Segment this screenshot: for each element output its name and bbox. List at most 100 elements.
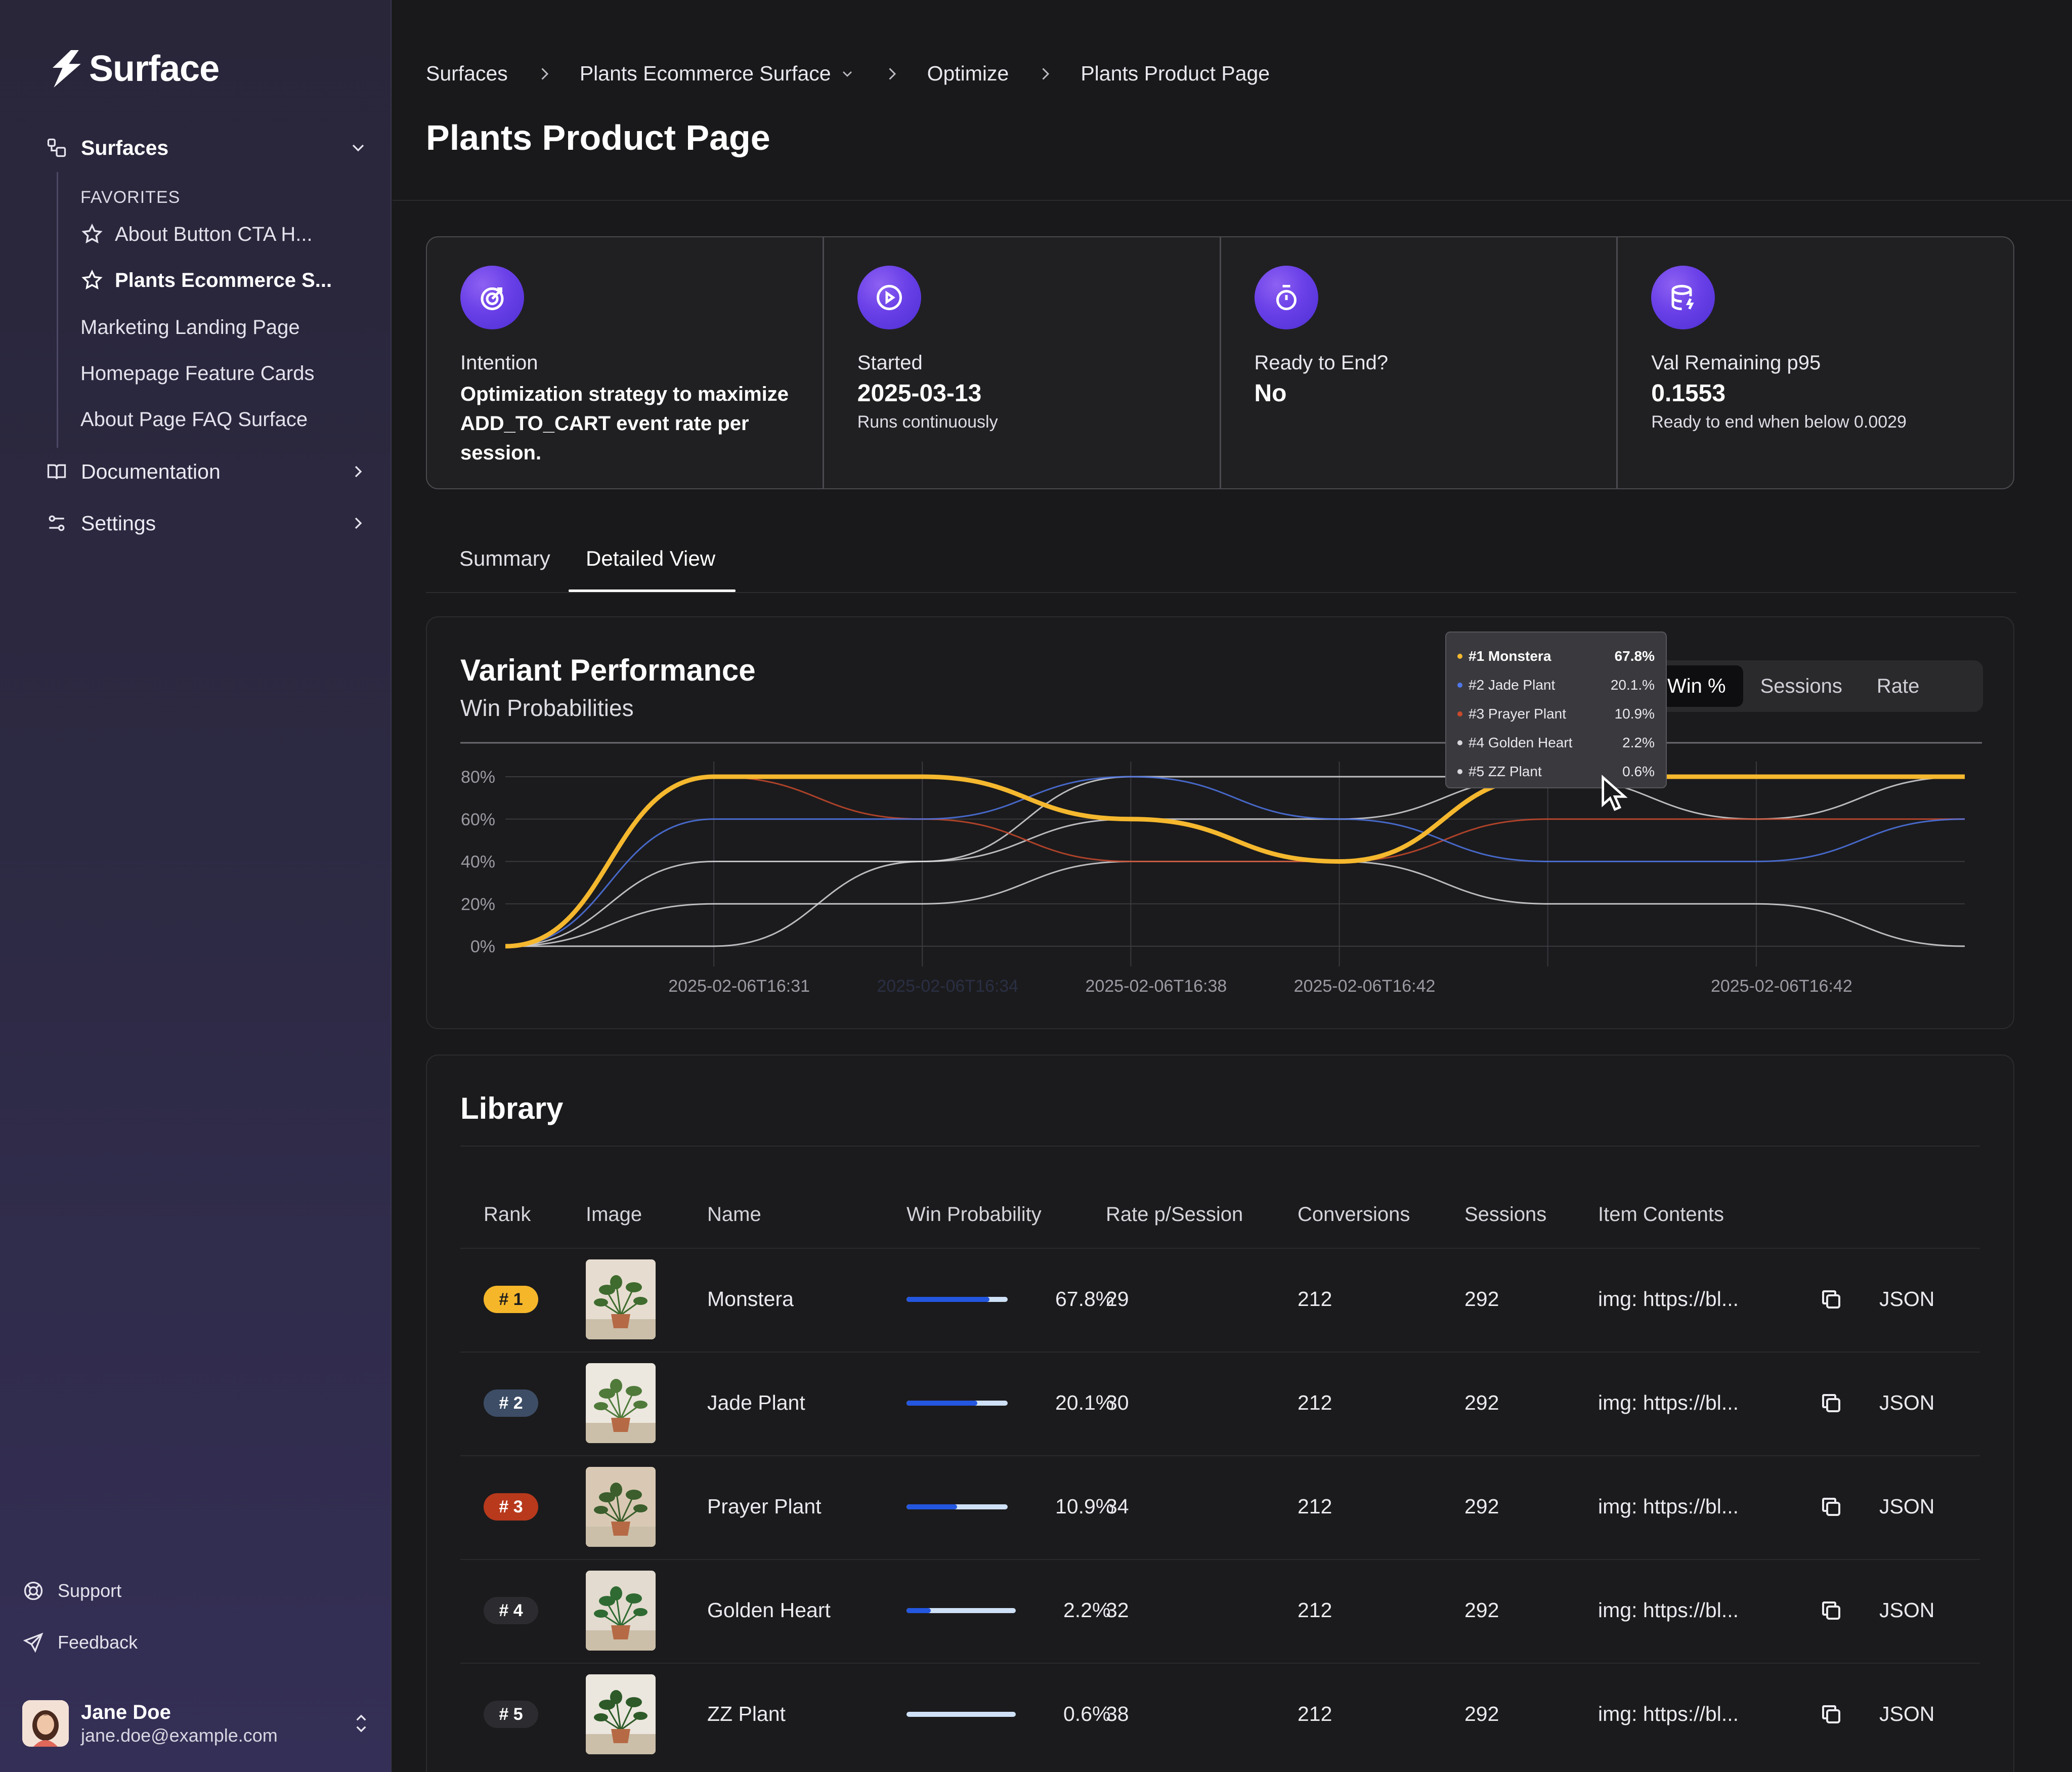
support-label: Support (58, 1580, 122, 1601)
sidebar-item-label: Settings (81, 511, 156, 535)
avatar (22, 1700, 69, 1747)
stat-label: Val Remaining p95 (1651, 352, 1821, 374)
stat-value: 0.1553 (1651, 380, 1726, 407)
toggle-win[interactable]: Win % (1650, 665, 1743, 707)
chevron-up-down-icon[interactable] (351, 1711, 371, 1736)
rate-value: 29 (1106, 1287, 1129, 1311)
win-probability-value: 0.6% (1063, 1702, 1111, 1725)
sidebar-item-marketing[interactable]: Marketing Landing Page (80, 316, 300, 339)
tooltip-row: #5 ZZ Plant 0.6% (1457, 757, 1655, 786)
sidebar-item-about-faq[interactable]: About Page FAQ Surface (80, 408, 308, 431)
sessions-value: 292 (1464, 1598, 1499, 1622)
tab-summary[interactable]: Summary (459, 546, 550, 570)
json-button[interactable]: JSON (1879, 1495, 1935, 1518)
favorite-item[interactable]: About Button CTA H... (80, 223, 313, 246)
chart-metric-toggle: Win % Sessions Rate (1645, 660, 1983, 712)
library-divider (460, 1146, 1980, 1147)
tab-detailed-view[interactable]: Detailed View (586, 546, 716, 570)
win-probability-chart[interactable]: 0% 20% 40% 60% 80% 2025-02-06T16:31 2025-02-06… (427, 617, 2015, 1030)
chevron-down-icon[interactable] (348, 138, 368, 158)
json-button[interactable]: JSON (1879, 1391, 1935, 1414)
toggle-rate[interactable]: Rate (1876, 674, 1920, 697)
sessions-value: 292 (1464, 1287, 1499, 1311)
plant-image (586, 1259, 656, 1339)
timer-icon (1254, 266, 1318, 329)
sessions-value: 292 (1464, 1391, 1499, 1414)
copy-icon[interactable] (1819, 1702, 1843, 1726)
plant-name: Jade Plant (707, 1391, 805, 1414)
tooltip-value: 0.6% (1622, 763, 1655, 779)
column-header-name[interactable]: Name (707, 1203, 761, 1226)
y-tick-label: 20% (461, 895, 495, 914)
win-probability-bar (906, 1401, 1008, 1406)
rate-value: 38 (1106, 1702, 1129, 1725)
library-card: Library Rank Image Name Win Probability … (426, 1054, 2014, 1772)
x-tick-label: 2025-02-06T16:31 (668, 977, 810, 996)
item-contents: img: https://bl... (1598, 1287, 1739, 1311)
conversions-value: 212 (1298, 1391, 1332, 1414)
send-icon (23, 1632, 44, 1653)
variant-performance-card: Variant Performance Win Probabilities Wi… (426, 616, 2014, 1029)
support-link[interactable]: Support (22, 1580, 121, 1602)
column-header-win-probability[interactable]: Win Probability (906, 1203, 1042, 1226)
feedback-link[interactable]: Feedback (22, 1631, 138, 1654)
json-button[interactable]: JSON (1879, 1598, 1935, 1622)
y-tick-label: 80% (461, 768, 495, 787)
column-header-rate[interactable]: Rate p/Session (1106, 1203, 1243, 1226)
win-probability-value: 2.2% (1063, 1598, 1111, 1622)
plant-image (586, 1467, 656, 1547)
stat-started: Started 2025-03-13 Runs continuously (824, 237, 1221, 488)
series-line-1 (505, 774, 1965, 949)
y-tick-label: 40% (461, 853, 495, 872)
tree-line (57, 172, 58, 448)
favorite-label: Plants Ecommerce S... (115, 269, 332, 291)
toggle-sessions[interactable]: Sessions (1760, 674, 1842, 697)
user-menu[interactable]: Jane Doe jane.doe@example.com (22, 1700, 371, 1747)
json-button[interactable]: JSON (1879, 1702, 1935, 1725)
breadcrumb-item[interactable]: Surfaces (426, 62, 508, 85)
feedback-label: Feedback (58, 1632, 138, 1653)
column-header-sessions[interactable]: Sessions (1464, 1203, 1547, 1226)
copy-icon[interactable] (1819, 1598, 1843, 1623)
tab-bar: Summary Detailed View (426, 531, 2016, 593)
column-header-image[interactable]: Image (586, 1203, 642, 1226)
json-button[interactable]: JSON (1879, 1287, 1935, 1311)
column-header-item-contents[interactable]: Item Contents (1598, 1203, 1724, 1226)
sidebar-item-documentation[interactable]: Documentation (45, 459, 368, 484)
win-probability-fill (906, 1504, 957, 1509)
conversions-value: 212 (1298, 1702, 1332, 1725)
breadcrumb-item[interactable]: Plants Ecommerce Surface (579, 62, 831, 85)
copy-icon[interactable] (1819, 1495, 1843, 1519)
stat-val-remaining: Val Remaining p95 0.1553 Ready to end wh… (1618, 237, 2013, 488)
app-logo[interactable]: Surface (46, 48, 220, 90)
chevron-down-icon[interactable] (839, 66, 855, 82)
chevron-right-icon[interactable] (348, 461, 368, 482)
win-probability-fill (906, 1297, 989, 1302)
tooltip-row: #2 Jade Plant 20.1.% (1457, 670, 1655, 699)
sidebar-item-surfaces[interactable]: Surfaces (45, 136, 368, 160)
copy-icon[interactable] (1819, 1287, 1843, 1312)
favorite-item-active[interactable]: Plants Ecommerce S... (80, 269, 332, 292)
breadcrumb-item[interactable]: Optimize (927, 62, 1009, 85)
rank-badge: # 3 (484, 1493, 538, 1521)
row-divider (460, 1663, 1980, 1664)
conversions-value: 212 (1298, 1495, 1332, 1518)
column-header-rank[interactable]: Rank (484, 1203, 531, 1226)
star-icon[interactable] (80, 269, 104, 292)
column-header-conversions[interactable]: Conversions (1298, 1203, 1410, 1226)
sidebar-item-settings[interactable]: Settings (45, 511, 368, 535)
stat-sub: Runs continuously (857, 412, 998, 432)
tooltip-label: #4 Golden Heart (1469, 734, 1573, 750)
tooltip-label: #1 Monstera (1469, 648, 1551, 664)
conversions-value: 212 (1298, 1598, 1332, 1622)
star-icon[interactable] (80, 223, 104, 246)
breadcrumb: Surfaces Plants Ecommerce Surface Optimi… (426, 62, 1270, 86)
rank-badge: # 4 (484, 1597, 538, 1624)
copy-icon[interactable] (1819, 1391, 1843, 1415)
item-contents: img: https://bl... (1598, 1495, 1739, 1518)
legend-dot (1457, 711, 1462, 716)
chevron-right-icon[interactable] (348, 513, 368, 533)
sidebar-item-label: Surfaces (81, 136, 169, 159)
sidebar-item-homepage[interactable]: Homepage Feature Cards (80, 362, 315, 385)
sidebar-item-label: Documentation (81, 459, 221, 483)
